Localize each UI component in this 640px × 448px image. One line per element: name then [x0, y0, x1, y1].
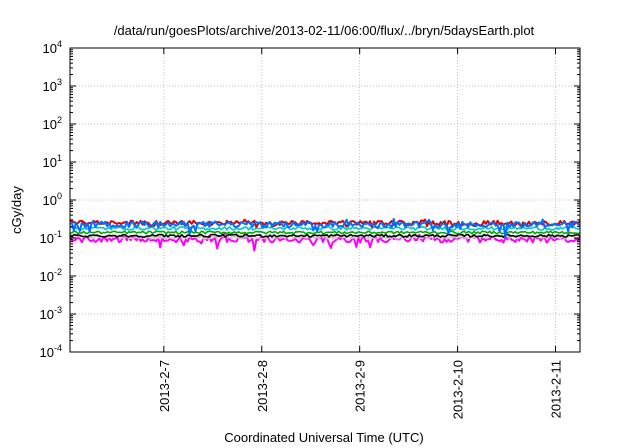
x-tick-label: 2013-2-10: [451, 360, 466, 419]
y-tick-label: 10-2: [40, 267, 62, 284]
series-line-4: [69, 230, 581, 235]
y-tick-label: 101: [43, 153, 62, 170]
x-tick-label: 2013-2-11: [549, 360, 564, 418]
y-tick-label: 10-4: [40, 343, 62, 360]
y-tick-label: 10-3: [40, 305, 62, 322]
series-group: [69, 217, 581, 252]
x-tick-label: 2013-2-8: [255, 360, 270, 412]
series-line-3: [69, 233, 581, 238]
x-axis: 2013-2-7 2013-2-8 2013-2-9 2013-2-10 2013-2-…: [157, 48, 564, 419]
y-tick-label: 10-1: [40, 229, 62, 246]
y-tick-label: 100: [43, 191, 62, 208]
y-axis: 10-4 10-3 10-2 10-1 100 101 102 103 104: [40, 39, 580, 360]
x-tick-label: 2013-2-7: [157, 360, 172, 412]
series-line-7: [69, 217, 581, 239]
x-tick-label: 2013-2-9: [353, 360, 368, 412]
y-tick-label: 102: [43, 115, 62, 132]
x-axis-label: Coordinated Universal Time (UTC): [224, 430, 423, 445]
y-axis-label: cGy/day: [9, 186, 24, 234]
grid: [70, 48, 580, 352]
y-tick-label: 104: [43, 39, 62, 56]
y-tick-label: 103: [43, 77, 62, 94]
chart-title: /data/run/goesPlots/archive/2013-02-11/0…: [114, 23, 535, 38]
